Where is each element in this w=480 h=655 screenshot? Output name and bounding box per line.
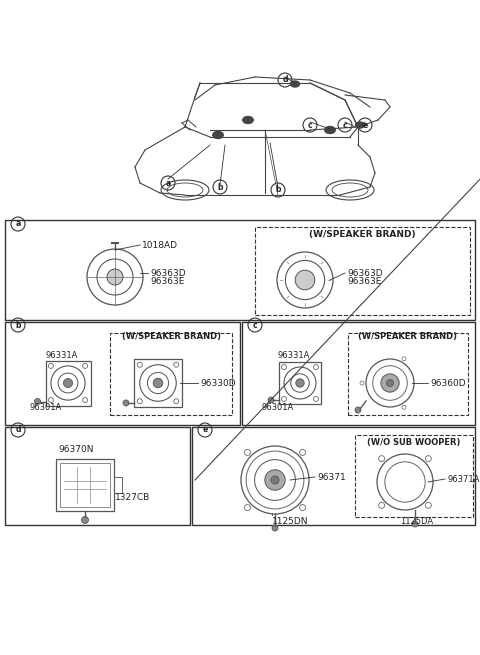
- Circle shape: [425, 502, 432, 508]
- Text: 96371: 96371: [317, 472, 346, 481]
- Circle shape: [300, 449, 306, 455]
- Text: (W/SPEAKER BRAND): (W/SPEAKER BRAND): [121, 333, 220, 341]
- Text: 96363E: 96363E: [150, 276, 184, 286]
- Text: 96371A: 96371A: [447, 474, 480, 483]
- Circle shape: [83, 364, 87, 368]
- Text: e: e: [362, 121, 368, 130]
- Bar: [355, 435, 473, 517]
- Circle shape: [268, 397, 274, 403]
- Bar: [192, 427, 475, 525]
- Circle shape: [63, 379, 72, 388]
- Bar: [5, 220, 475, 320]
- Bar: [46, 360, 91, 405]
- Ellipse shape: [356, 122, 364, 128]
- Text: 96363D: 96363D: [347, 269, 383, 278]
- Bar: [56, 459, 114, 511]
- Circle shape: [425, 456, 432, 462]
- Circle shape: [137, 399, 142, 403]
- Circle shape: [386, 379, 394, 386]
- Circle shape: [360, 381, 364, 385]
- Bar: [5, 427, 190, 525]
- Circle shape: [123, 400, 129, 406]
- Text: 1125DA: 1125DA: [400, 517, 433, 527]
- Text: 1125DN: 1125DN: [272, 517, 309, 527]
- Text: 96370N: 96370N: [58, 445, 94, 453]
- Ellipse shape: [325, 126, 335, 134]
- Text: b: b: [275, 185, 281, 195]
- Circle shape: [48, 364, 53, 368]
- Circle shape: [174, 399, 179, 403]
- Text: 96301A: 96301A: [30, 403, 62, 411]
- Circle shape: [282, 396, 287, 402]
- Circle shape: [379, 502, 384, 508]
- Bar: [5, 322, 240, 425]
- Circle shape: [82, 517, 88, 523]
- Bar: [114, 477, 122, 493]
- Bar: [110, 333, 232, 415]
- Circle shape: [355, 407, 361, 413]
- Circle shape: [296, 379, 304, 387]
- Circle shape: [295, 271, 315, 290]
- Text: 96360D: 96360D: [430, 379, 466, 388]
- Text: d: d: [282, 75, 288, 84]
- Text: b: b: [15, 320, 21, 329]
- Circle shape: [412, 521, 418, 527]
- Circle shape: [379, 456, 384, 462]
- Bar: [60, 463, 110, 507]
- Text: (W/SPEAKER BRAND): (W/SPEAKER BRAND): [309, 229, 415, 238]
- Text: 96331A: 96331A: [45, 352, 77, 360]
- Circle shape: [282, 365, 287, 369]
- Bar: [134, 359, 182, 407]
- Text: b: b: [217, 183, 223, 191]
- Circle shape: [174, 362, 179, 367]
- Circle shape: [48, 398, 53, 403]
- Bar: [242, 322, 475, 425]
- Circle shape: [300, 504, 306, 511]
- Circle shape: [313, 396, 318, 402]
- Text: 96363E: 96363E: [347, 276, 382, 286]
- Circle shape: [402, 405, 406, 409]
- Bar: [279, 362, 321, 404]
- Ellipse shape: [213, 132, 223, 138]
- Ellipse shape: [243, 117, 253, 124]
- Text: a: a: [166, 179, 170, 187]
- Text: d: d: [15, 426, 21, 434]
- Circle shape: [313, 365, 318, 369]
- Text: 1327CB: 1327CB: [115, 493, 150, 502]
- Text: c: c: [252, 320, 257, 329]
- Circle shape: [265, 470, 285, 490]
- Circle shape: [402, 357, 406, 361]
- Circle shape: [271, 476, 279, 484]
- Circle shape: [137, 362, 142, 367]
- Text: (W/O SUB WOOPER): (W/O SUB WOOPER): [367, 438, 461, 447]
- Text: (W/SPEAKER BRAND): (W/SPEAKER BRAND): [359, 333, 457, 341]
- Text: 1018AD: 1018AD: [142, 240, 178, 250]
- Text: c: c: [308, 121, 312, 130]
- Circle shape: [107, 269, 123, 285]
- Text: 96330D: 96330D: [200, 379, 236, 388]
- Text: a: a: [15, 219, 21, 229]
- Circle shape: [244, 449, 251, 455]
- Text: 96363D: 96363D: [150, 269, 186, 278]
- Circle shape: [35, 398, 40, 405]
- Circle shape: [381, 374, 399, 392]
- Circle shape: [244, 504, 251, 511]
- Text: c: c: [343, 121, 348, 130]
- Text: e: e: [203, 426, 208, 434]
- Circle shape: [153, 378, 163, 388]
- Text: 96301A: 96301A: [262, 403, 294, 411]
- Bar: [255, 227, 470, 315]
- Text: 96331A: 96331A: [278, 352, 311, 360]
- Ellipse shape: [290, 81, 300, 87]
- Circle shape: [272, 525, 278, 531]
- Circle shape: [83, 398, 87, 403]
- Bar: [348, 333, 468, 415]
